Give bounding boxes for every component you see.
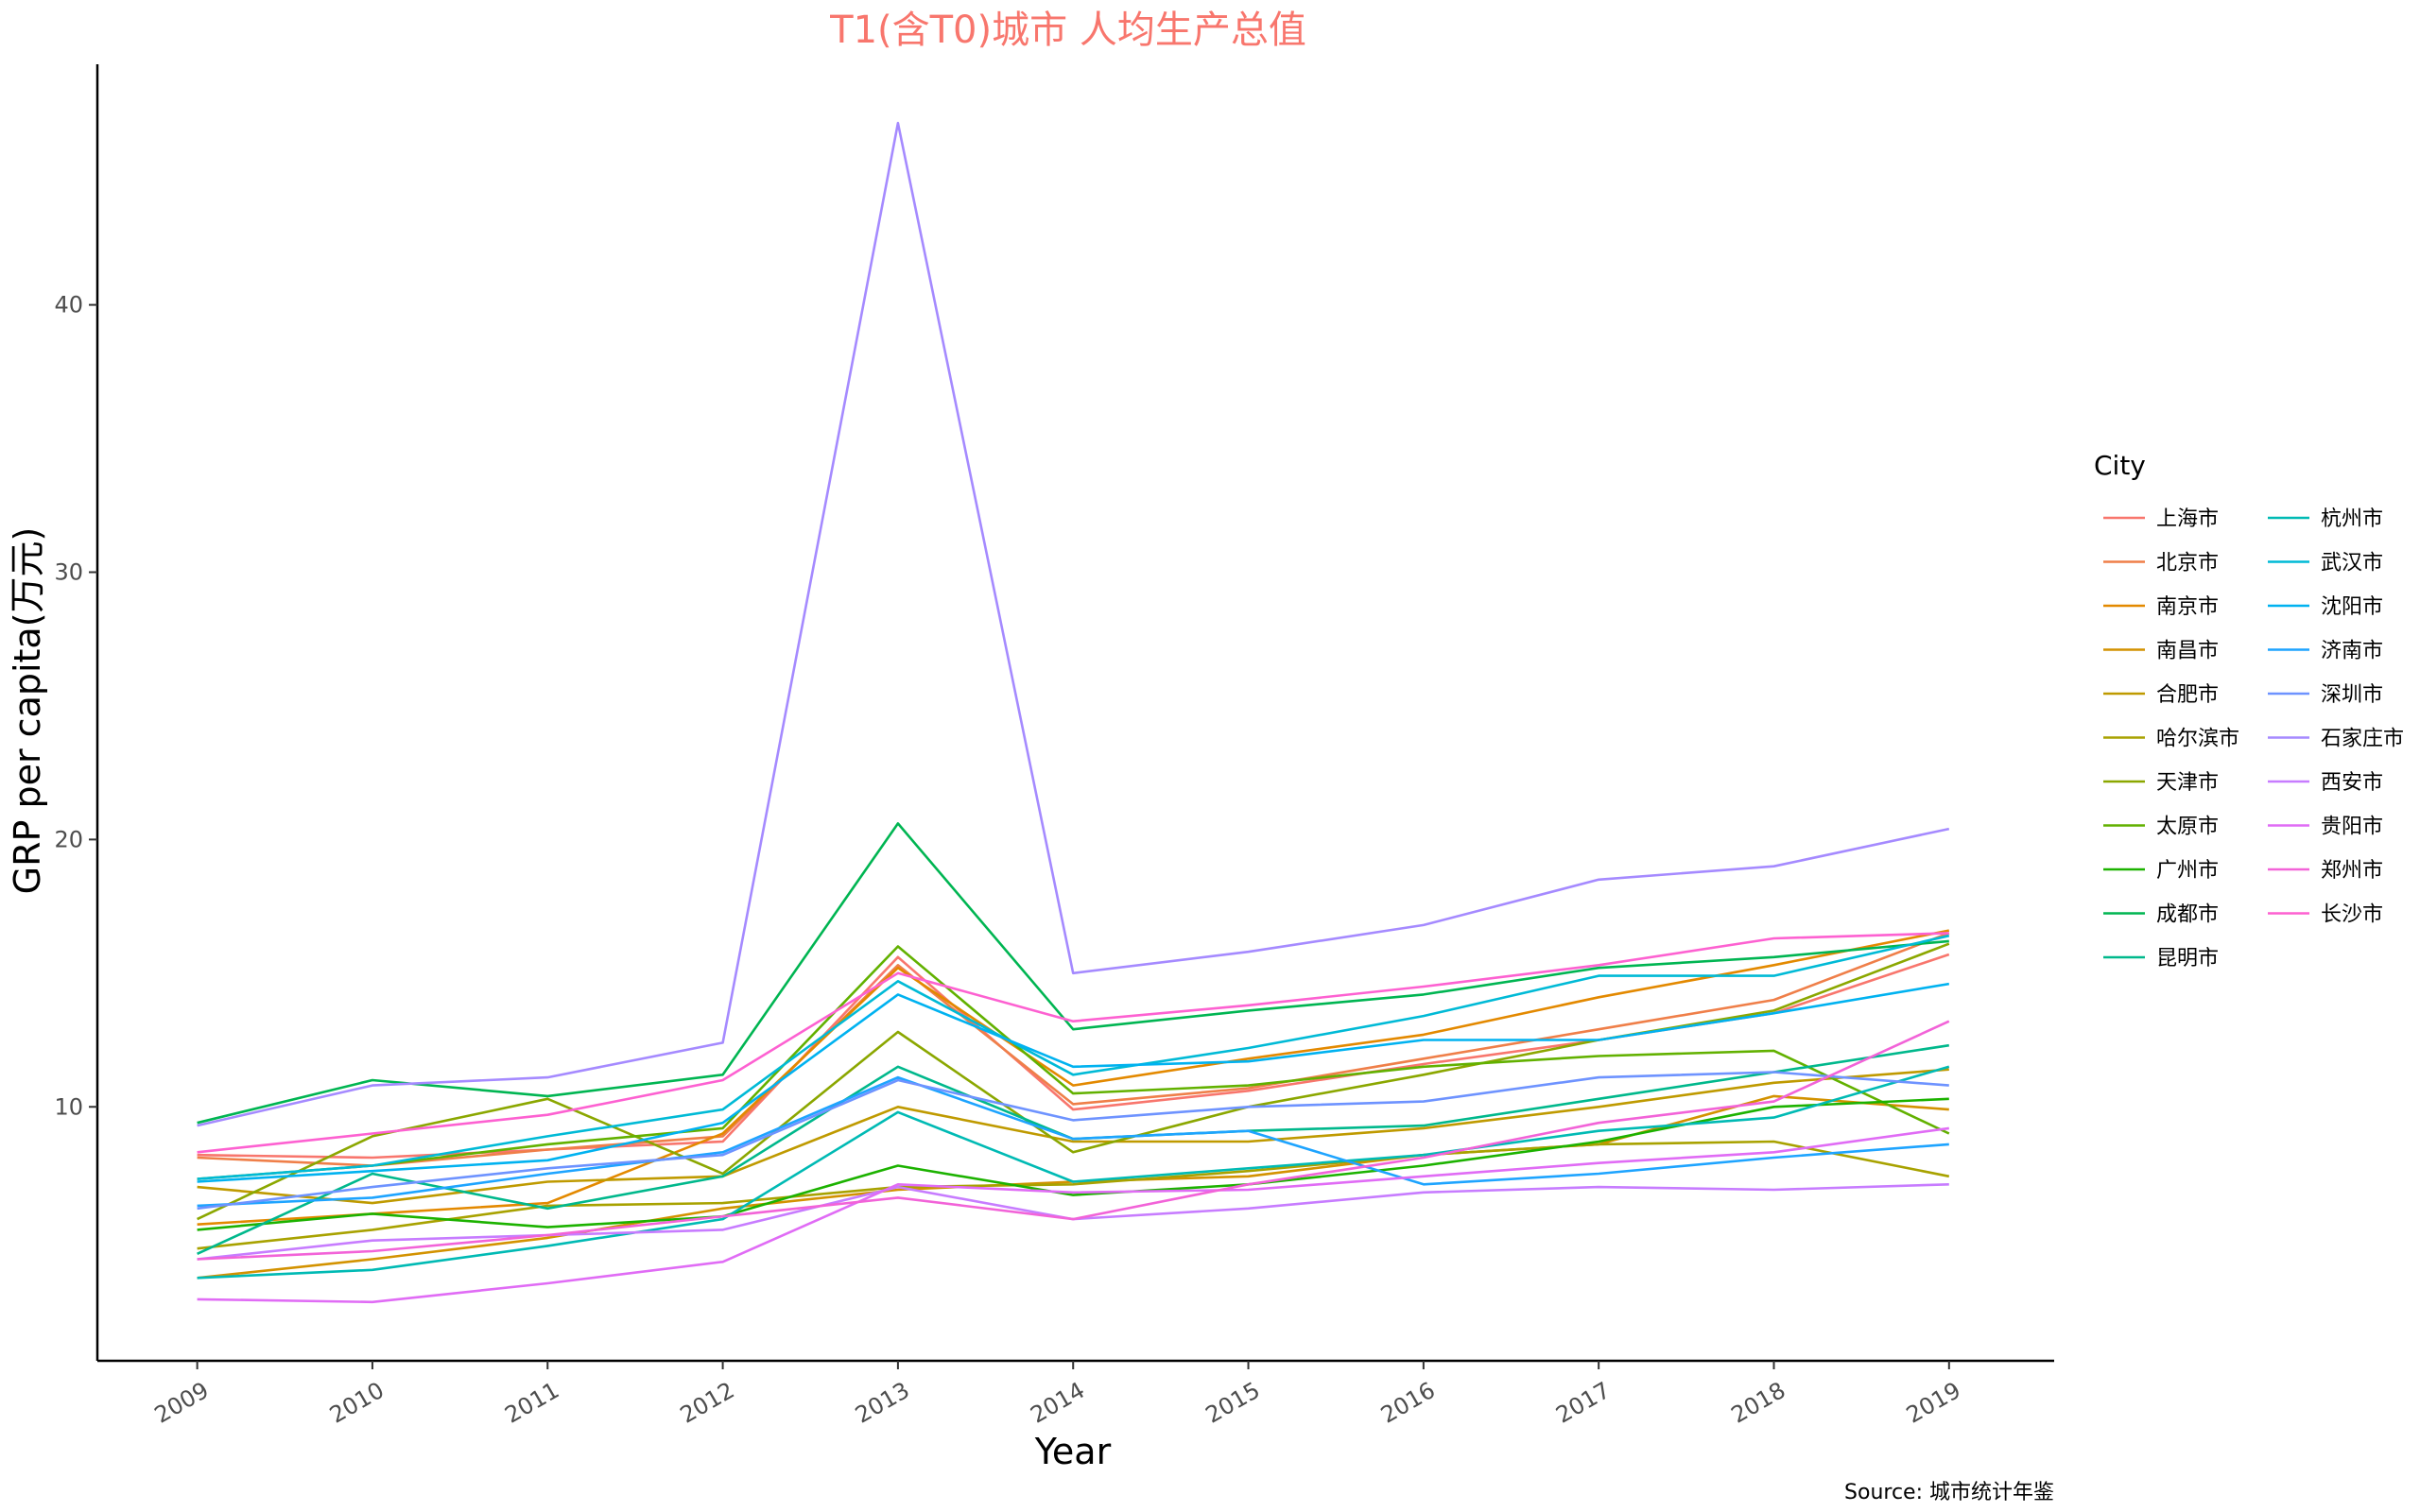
series-line [197, 1097, 1949, 1231]
y-axis-title: GRP per capita(万元) [7, 527, 48, 895]
series-line [197, 1140, 1950, 1250]
legend-item: 哈尔滨市 [2103, 728, 2239, 751]
series-line [197, 953, 1950, 1160]
series-line [197, 934, 1950, 1180]
x-axis-title: Year [1034, 1431, 1112, 1472]
y-tick-label: 40 [54, 292, 83, 318]
x-tick-label: 2017 [1551, 1377, 1615, 1429]
legend-item: 成都市 [2103, 903, 2219, 927]
legend-label: 贵阳市 [2321, 816, 2383, 839]
legend-item: 广州市 [2103, 859, 2219, 883]
legend-item: 杭州市 [2268, 507, 2383, 531]
legend-label: 合肥市 [2156, 683, 2219, 707]
series-line [197, 121, 1950, 1127]
x-tick-label: 2010 [325, 1377, 389, 1429]
legend-item: 西安市 [2268, 771, 2383, 795]
legend-label: 郑州市 [2321, 859, 2383, 883]
legend-label: 太原市 [2156, 816, 2219, 839]
legend-item: 长沙市 [2268, 903, 2383, 927]
legend-item: 石家庄市 [2268, 728, 2404, 751]
legend-item: 武汉市 [2268, 552, 2383, 576]
legend-item: 深圳市 [2268, 683, 2383, 707]
series-line [197, 1068, 1949, 1205]
x-tick-label: 2013 [851, 1377, 914, 1429]
legend-label: 广州市 [2156, 859, 2219, 883]
legend-label: 长沙市 [2321, 903, 2383, 927]
legend-label: 西安市 [2321, 771, 2383, 795]
series-line [197, 1043, 1949, 1255]
x-axis-ticks: 2009 2010 2011 2012 2013 2014 2015 2016 2017 2018… [150, 1361, 1965, 1429]
x-tick-label: 2009 [150, 1377, 214, 1429]
series-line [197, 932, 1949, 1154]
legend-item: 昆明市 [2103, 947, 2219, 971]
series-line [197, 1020, 1950, 1261]
legend-label: 沈阳市 [2321, 595, 2383, 619]
series-line [197, 932, 1950, 1167]
series-line [197, 1071, 1949, 1211]
series-line [197, 1126, 1949, 1304]
legend-label: 武汉市 [2321, 552, 2383, 576]
x-tick-label: 2012 [676, 1377, 739, 1429]
series-lines [197, 121, 1950, 1304]
legend-item: 天津市 [2103, 771, 2219, 795]
legend-label: 天津市 [2156, 771, 2219, 795]
legend-item: 上海市 [2103, 507, 2219, 531]
legend-label: 济南市 [2321, 640, 2383, 663]
x-tick-label: 2019 [1902, 1377, 1965, 1429]
x-tick-label: 2014 [1026, 1377, 1089, 1429]
legend-label: 南京市 [2156, 595, 2219, 619]
legend-label: 南昌市 [2156, 640, 2219, 663]
legend-item: 太原市 [2103, 816, 2219, 839]
y-tick-label: 30 [54, 558, 83, 585]
legend-label: 北京市 [2156, 552, 2219, 576]
legend-item: 南昌市 [2103, 640, 2219, 663]
legend-label: 石家庄市 [2321, 728, 2404, 751]
legend-item: 南京市 [2103, 595, 2219, 619]
series-line [197, 929, 1950, 1226]
legend-label: 深圳市 [2321, 683, 2383, 707]
legend-label: 成都市 [2156, 903, 2219, 927]
x-tick-label: 2016 [1376, 1377, 1440, 1429]
legend-label: 哈尔滨市 [2156, 728, 2239, 751]
legend-item: 沈阳市 [2268, 595, 2383, 619]
y-tick-label: 10 [54, 1093, 83, 1120]
legend-title: City [2094, 450, 2146, 481]
source-caption: Source: 城市统计年鉴 [1844, 1481, 2054, 1504]
y-axis-ticks: 10 20 30 40 [54, 292, 97, 1120]
legend-item: 郑州市 [2268, 859, 2383, 883]
x-tick-label: 2015 [1201, 1377, 1265, 1429]
chart-title: T1(含T0)城市 人均生产总值 [829, 9, 1306, 52]
legend-label: 上海市 [2156, 507, 2219, 531]
legend-item: 合肥市 [2103, 683, 2219, 707]
x-tick-label: 2018 [1727, 1377, 1790, 1429]
legend-label: 杭州市 [2321, 507, 2383, 531]
legend-item: 济南市 [2268, 640, 2383, 663]
series-line [197, 1075, 1949, 1208]
x-tick-label: 2011 [500, 1377, 563, 1429]
y-tick-label: 20 [54, 826, 83, 852]
series-line [197, 1065, 1950, 1280]
series-line [197, 945, 1950, 1180]
series-line [197, 982, 1950, 1183]
legend-label: 昆明市 [2156, 947, 2219, 971]
legend-item: 北京市 [2103, 552, 2219, 576]
plot-area: 2009 2010 2011 2012 2013 2014 2015 2016 2017 2018… [54, 64, 2054, 1429]
series-line [197, 822, 1949, 1125]
legend-item: 贵阳市 [2268, 816, 2383, 839]
